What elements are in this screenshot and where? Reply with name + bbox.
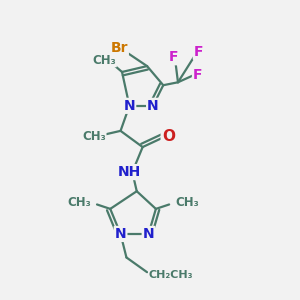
Text: F: F [169,50,178,64]
Text: N: N [115,227,126,241]
Text: CH₃: CH₃ [175,196,199,209]
Text: F: F [193,68,202,82]
Text: N: N [143,227,154,241]
Text: CH₃: CH₃ [92,54,116,67]
Text: O: O [162,129,175,144]
Text: CH₂CH₃: CH₂CH₃ [148,270,193,280]
Text: F: F [194,45,203,59]
Text: N: N [124,99,135,113]
Text: CH₃: CH₃ [82,130,106,143]
Text: NH: NH [118,165,141,179]
Text: Br: Br [110,41,128,56]
Text: CH₃: CH₃ [68,196,91,209]
Text: N: N [147,99,159,113]
